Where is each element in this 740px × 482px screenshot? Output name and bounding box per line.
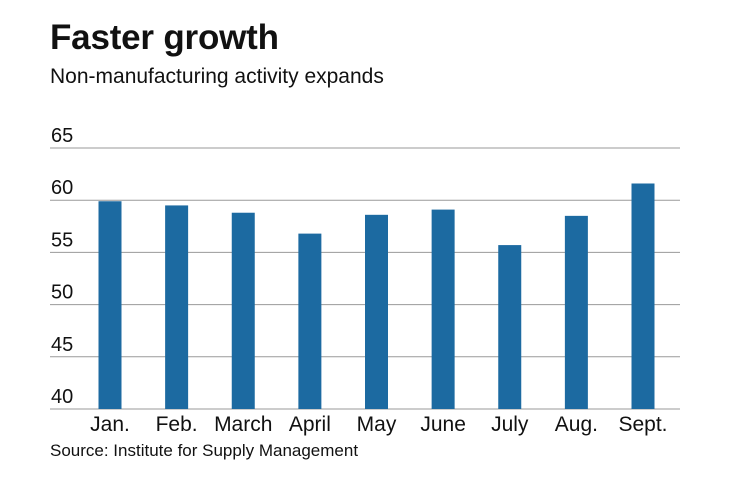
bar-feb — [165, 205, 189, 409]
y-tick-label: 60 — [51, 177, 73, 199]
y-tick-label: 55 — [51, 229, 73, 251]
bar-july — [498, 245, 522, 409]
x-category-label: Feb. — [156, 413, 198, 436]
bar-march — [231, 212, 255, 409]
x-category-label: Jan. — [90, 413, 130, 436]
bar-sept — [631, 183, 655, 409]
x-category-label: May — [357, 413, 397, 436]
y-tick-label: 65 — [51, 125, 73, 147]
y-tick-label: 50 — [51, 282, 73, 304]
y-axis-tick-labels: 40 45 50 55 60 65 — [51, 125, 73, 408]
bar-jan — [98, 201, 122, 409]
source-note: Source: Institute for Supply Management — [50, 441, 359, 460]
x-category-label: Sept. — [618, 413, 667, 436]
chart-subtitle: Non-manufacturing activity expands — [50, 65, 384, 88]
chart-title: Faster growth — [50, 18, 279, 57]
bar-april — [298, 233, 322, 409]
x-category-label: June — [420, 413, 466, 436]
y-tick-label: 45 — [51, 334, 73, 356]
bar-june — [431, 209, 455, 409]
bars — [98, 183, 655, 409]
x-category-label: Aug. — [555, 413, 598, 436]
x-category-label: April — [289, 413, 331, 436]
x-axis-category-labels: Jan. Feb. March April May June July Aug. Sept. — [90, 413, 667, 436]
bar-may — [365, 214, 388, 409]
bar-aug — [564, 215, 588, 409]
x-category-label: July — [491, 413, 529, 436]
y-tick-label: 40 — [51, 386, 73, 408]
x-category-label: March — [214, 413, 272, 436]
